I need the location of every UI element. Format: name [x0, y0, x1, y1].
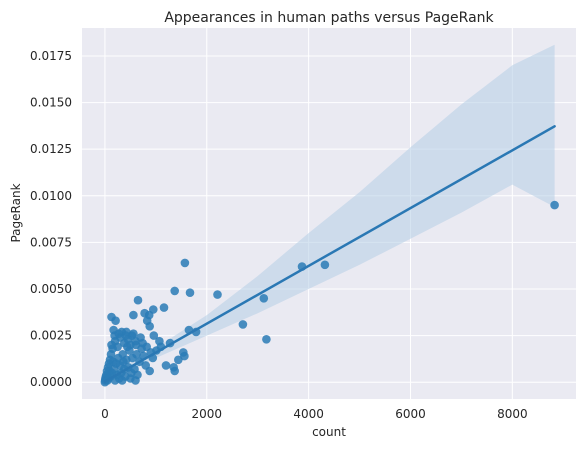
data-point: [145, 322, 154, 331]
data-point: [320, 260, 330, 270]
data-point: [149, 331, 159, 340]
y-tick-label: 0.0075: [30, 235, 72, 249]
y-tick-label: 0.0150: [30, 96, 72, 110]
data-point: [133, 295, 143, 305]
data-point: [262, 335, 271, 344]
data-point: [161, 361, 171, 370]
data-point: [238, 320, 248, 329]
data-point: [170, 286, 179, 296]
data-point: [213, 290, 222, 299]
data-point: [131, 376, 140, 385]
x-axis-ticks: 0 2000 4000 6000 8000: [101, 407, 528, 421]
regression-line-layer: [103, 125, 556, 383]
data-point: [121, 331, 131, 340]
y-axis-title: PageRank: [9, 183, 23, 242]
y-tick-label: 0.0025: [30, 329, 72, 343]
data-point: [159, 303, 169, 312]
points-layer: [100, 200, 559, 387]
data-point: [108, 357, 118, 367]
data-point: [117, 376, 127, 385]
data-point: [132, 350, 141, 359]
data-point: [138, 338, 147, 348]
y-tick-label: 0.0050: [30, 282, 72, 296]
x-tick-label: 0: [101, 407, 109, 421]
confidence-band-layer: [104, 44, 555, 386]
x-tick-label: 8000: [497, 407, 528, 421]
data-point: [111, 316, 120, 326]
confidence-band: [104, 44, 555, 386]
data-point: [259, 294, 269, 303]
data-point: [131, 340, 141, 350]
y-tick-label: 0.0175: [30, 49, 72, 63]
data-point: [550, 200, 559, 210]
data-point: [107, 340, 116, 350]
x-tick-label: 6000: [395, 407, 426, 421]
y-tick-label: 0.0125: [30, 142, 72, 156]
data-point: [119, 357, 128, 367]
data-point: [170, 366, 179, 376]
data-point: [145, 366, 154, 376]
data-point: [174, 355, 183, 365]
y-tick-label: 0.0100: [30, 189, 72, 203]
y-axis-ticks: 0.0000 0.0025 0.0050 0.0075 0.0100 0.0125 0.01…: [30, 49, 72, 389]
chart-title: Appearances in human paths versus PageRa…: [164, 10, 494, 26]
data-point: [114, 329, 123, 339]
x-axis-title: count: [312, 425, 346, 439]
data-point: [129, 329, 138, 339]
data-point: [123, 342, 132, 352]
x-tick-label: 2000: [191, 407, 222, 421]
data-point: [129, 310, 138, 320]
x-tick-label: 4000: [293, 407, 324, 421]
y-tick-label: 0.0000: [30, 375, 72, 389]
data-point: [185, 288, 195, 298]
data-point: [105, 366, 114, 376]
data-point: [180, 258, 190, 268]
regression-line: [103, 125, 556, 383]
data-point: [140, 308, 149, 318]
